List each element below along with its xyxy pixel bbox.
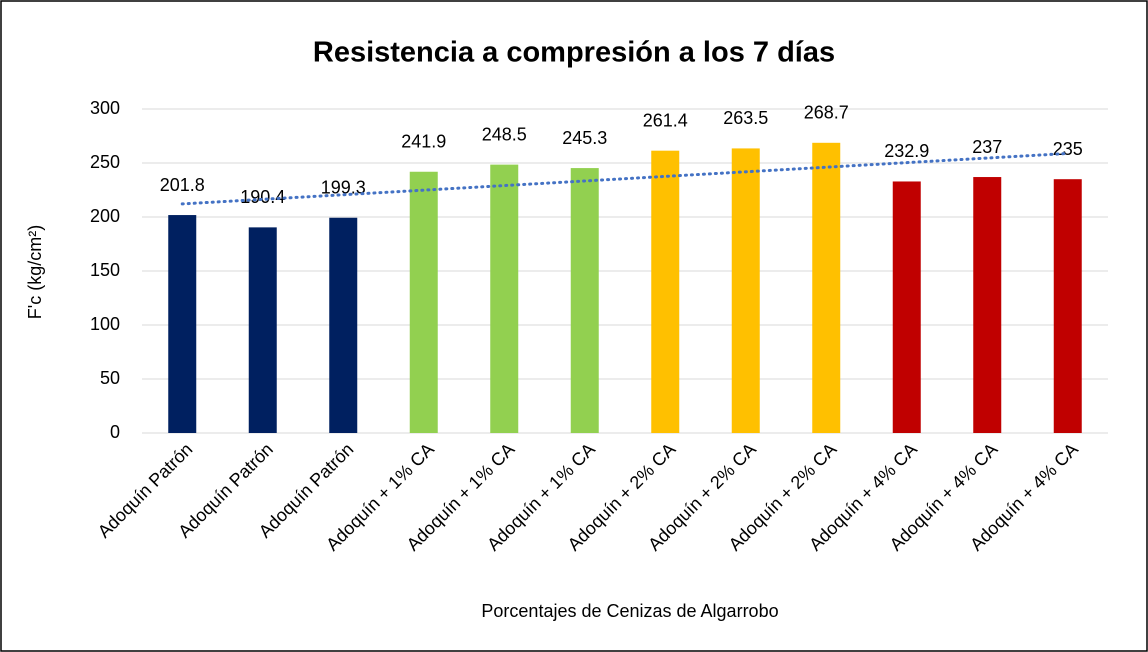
y-tick-label: 300 [90,98,120,118]
data-label: 268.7 [804,103,849,123]
y-tick-label: 50 [100,368,120,388]
bar [168,215,197,433]
bar [570,168,599,434]
data-label: 261.4 [643,110,688,130]
bar [248,227,277,433]
bar [329,217,358,433]
data-label: 237 [972,137,1002,157]
data-label: 241.9 [401,131,446,151]
data-label: 232.9 [884,141,929,161]
bar [1053,179,1082,433]
y-tick-label: 250 [90,152,120,172]
y-tick-label: 150 [90,260,120,280]
y-axis-label: F'c (kg/cm²) [25,225,45,319]
trendline [180,151,1070,206]
data-label: 235 [1053,139,1083,159]
bar [409,171,438,434]
bar [651,150,680,434]
bar [812,142,841,433]
bar [973,177,1002,433]
data-label: 263.5 [723,108,768,128]
y-tick-label: 200 [90,206,120,226]
data-label: 190.4 [240,187,285,207]
bar [490,164,519,433]
bar [731,148,760,434]
x-axis-label: Porcentajes de Cenizas de Algarrobo [481,601,778,621]
bar [892,181,921,433]
data-label: 245.3 [562,128,607,148]
y-tick-label: 100 [90,314,120,334]
data-label: 248.5 [482,124,527,144]
y-tick-label: 0 [110,422,120,442]
data-label: 201.8 [160,175,205,195]
data-label: 199.3 [321,178,366,198]
chart-title: Resistencia a compresión a los 7 días [313,37,835,69]
